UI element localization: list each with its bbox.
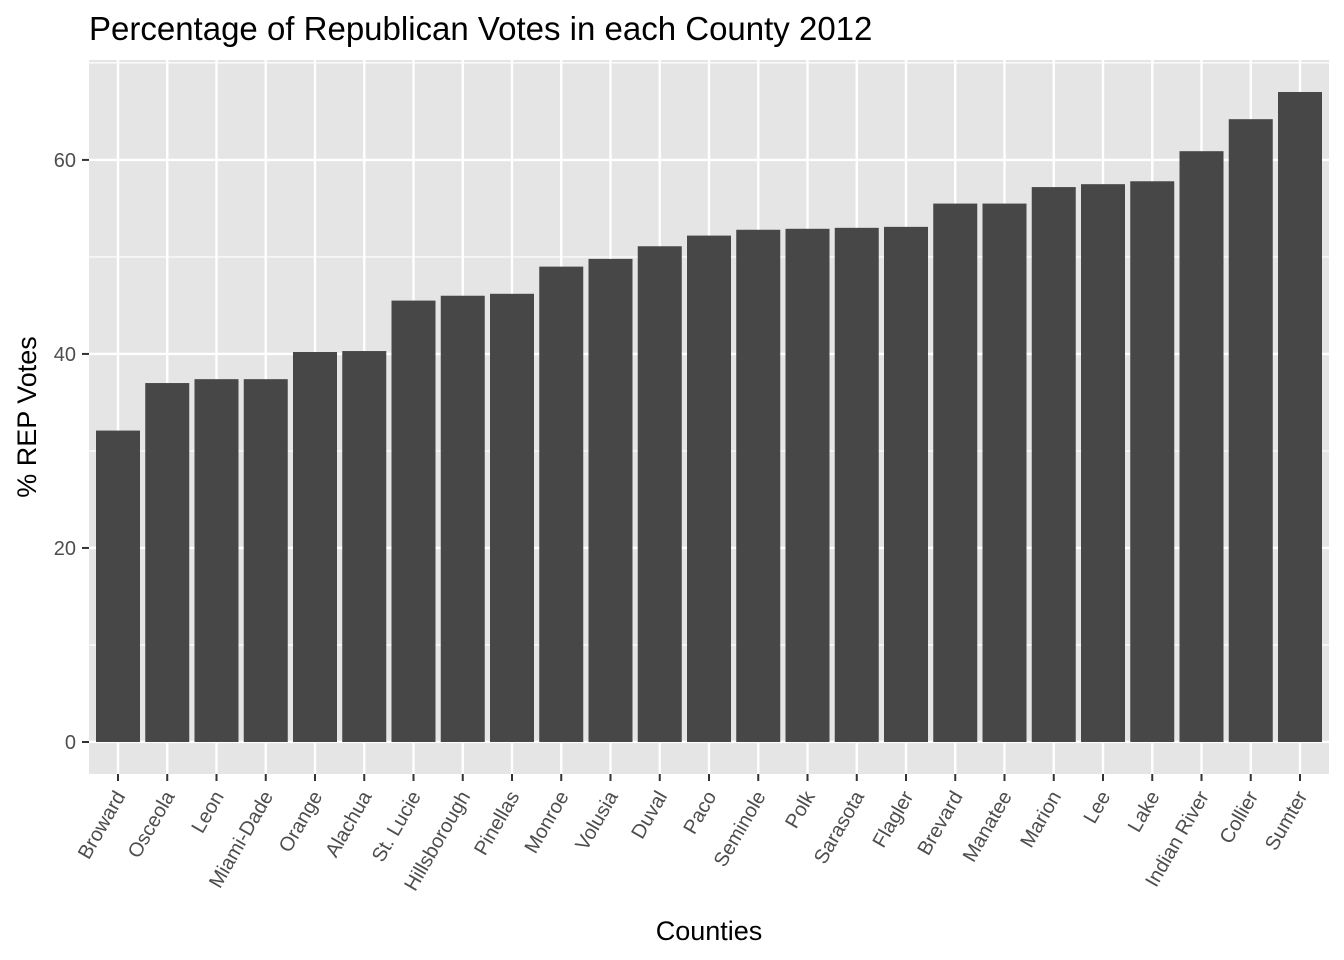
y-tick-label: 0 <box>65 732 76 754</box>
x-tick-label: Pinellas <box>470 788 524 860</box>
x-tick-label: Manatee <box>959 788 1017 866</box>
bar <box>440 295 485 742</box>
x-tick-label: Monroe <box>521 788 574 858</box>
x-tick-label: Flagler <box>869 787 919 851</box>
x-tick-label: Osceola <box>124 787 180 862</box>
x-tick-label: Lee <box>1080 788 1116 828</box>
bars <box>96 92 1322 742</box>
bar <box>539 266 584 742</box>
y-tick-label: 40 <box>54 344 76 366</box>
bar <box>884 226 928 742</box>
x-tick-label: Collier <box>1216 787 1264 847</box>
x-tick-label: Lake <box>1124 788 1165 837</box>
bar <box>588 258 633 742</box>
x-tick-label: Polk <box>781 787 820 833</box>
bar <box>194 379 239 742</box>
x-tick-label: Broward <box>74 788 130 864</box>
bar <box>834 227 879 742</box>
bar <box>736 229 781 742</box>
y-axis-title: % REP Votes <box>12 336 42 498</box>
bar <box>687 235 731 742</box>
x-tick-label: Duval <box>627 788 672 843</box>
y-tick-label: 60 <box>54 150 76 172</box>
bar <box>145 383 190 742</box>
x-axis-title: Counties <box>656 916 763 946</box>
x-tick-label: Paco <box>679 788 721 838</box>
bar <box>637 246 682 742</box>
x-tick-label: Alachua <box>321 787 377 861</box>
bar <box>391 300 436 742</box>
bar <box>1278 92 1322 742</box>
bar <box>490 293 534 742</box>
bar <box>342 351 387 742</box>
bar <box>1179 151 1224 742</box>
bar <box>933 203 978 742</box>
x-tick-label: Sumter <box>1261 787 1312 854</box>
x-tick-label: Marion <box>1016 788 1066 852</box>
bar <box>1081 184 1125 742</box>
x-tick-label: Leon <box>188 788 229 838</box>
y-axis: 0 20 40 60 <box>54 150 89 754</box>
x-tick-label: Brevard <box>914 788 968 860</box>
bar <box>243 379 288 742</box>
bar <box>1031 187 1076 742</box>
bar <box>293 352 337 742</box>
chart-title: Percentage of Republican Votes in each C… <box>89 10 872 47</box>
bar <box>96 430 140 742</box>
bar <box>1130 181 1175 742</box>
bar <box>1228 119 1273 742</box>
bar <box>982 203 1027 742</box>
bar <box>785 228 830 742</box>
x-tick-label: Volusia <box>572 787 624 855</box>
y-tick-label: 20 <box>54 538 76 560</box>
x-tick-label: Orange <box>275 788 327 857</box>
